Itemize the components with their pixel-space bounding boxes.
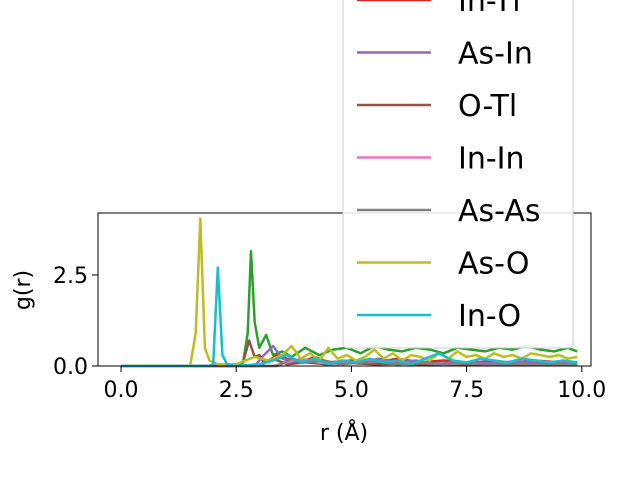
- legend-label: As-As: [458, 194, 540, 229]
- legend-label: In-O: [458, 299, 521, 334]
- legend-label: As-O: [458, 247, 529, 282]
- y-axis-ticks: 0.0 2.5: [53, 264, 98, 380]
- series-line-0: [121, 250, 578, 368]
- series-line-7: [121, 266, 578, 368]
- x-tick-label: 5.0: [334, 378, 369, 403]
- x-axis-ticks: 0.0 2.5 5.0 7.5 10.0: [104, 366, 606, 403]
- x-tick-label: 0.0: [104, 378, 139, 403]
- legend-box: [342, 0, 574, 349]
- legend: In-Tl As-In O-Tl In-In As-As As-O In-O: [342, 0, 574, 349]
- x-tick-label: 7.5: [449, 378, 484, 403]
- legend-label: In-Tl: [458, 0, 521, 19]
- series-line-6: [121, 217, 578, 368]
- legend-label: O-Tl: [458, 89, 517, 124]
- plot-lines: [121, 217, 578, 368]
- y-axis-label: g(r): [11, 270, 36, 310]
- y-tick-label: 2.5: [53, 264, 88, 289]
- legend-label: As-In: [458, 37, 533, 72]
- x-tick-label: 2.5: [219, 378, 254, 403]
- x-axis-label: r (Å): [320, 419, 368, 446]
- x-tick-label: 10.0: [557, 378, 606, 403]
- legend-label: In-In: [458, 142, 525, 177]
- y-tick-label: 0.0: [53, 355, 88, 380]
